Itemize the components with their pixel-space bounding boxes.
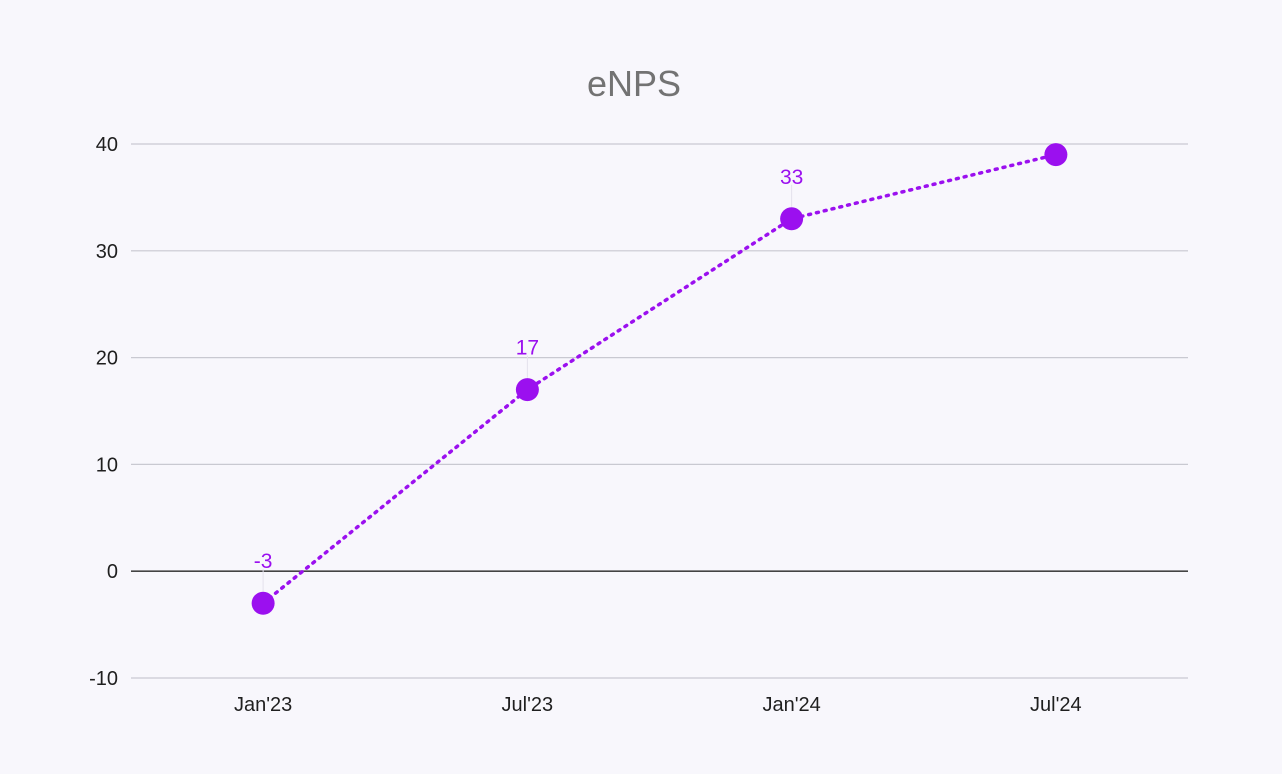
y-tick-label: 20: [96, 348, 118, 370]
data-labels: -3 17 33: [254, 166, 803, 592]
data-point: [1044, 143, 1068, 167]
data-label: -3: [254, 550, 273, 573]
x-tick-label: Jan'23: [234, 694, 292, 716]
x-axis-ticks: Jan'23 Jul'23 Jan'24 Jul'24: [234, 694, 1082, 716]
data-label: 17: [516, 337, 539, 360]
series-line: [261, 152, 1058, 605]
x-tick-label: Jul'24: [1030, 694, 1082, 716]
series-layer: [251, 143, 1068, 615]
y-tick-label: 40: [96, 134, 118, 156]
x-tick-label: Jul'23: [502, 694, 554, 716]
grid-layer: [131, 143, 1188, 679]
chart-title: eNPS: [587, 63, 681, 104]
y-tick-label: -10: [89, 668, 118, 690]
data-label: 33: [780, 166, 803, 189]
y-tick-label: 10: [96, 454, 118, 476]
data-point: [515, 378, 539, 402]
x-tick-label: Jan'24: [762, 694, 820, 716]
y-tick-label: 30: [96, 241, 118, 263]
data-point: [251, 591, 275, 615]
y-tick-label: 0: [107, 561, 118, 583]
data-point: [780, 207, 804, 231]
y-axis-ticks: -10 0 10 20 30 40: [89, 134, 118, 690]
